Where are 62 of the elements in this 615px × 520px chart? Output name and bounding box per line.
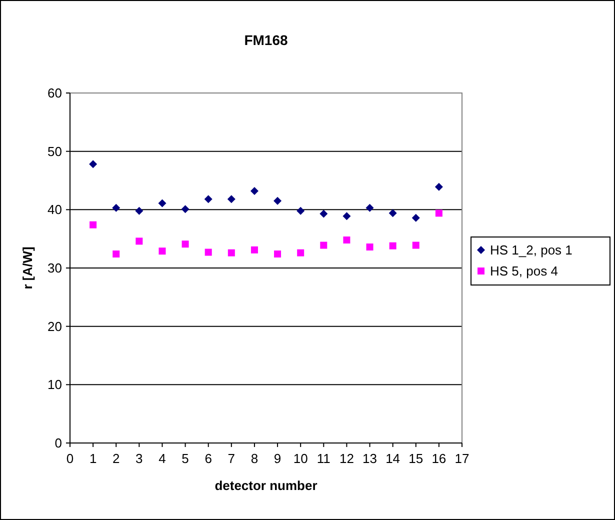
x-tick-label: 11 (316, 451, 330, 466)
legend-label: HS 5, pos 4 (490, 264, 558, 279)
point (204, 195, 212, 204)
point (435, 210, 442, 217)
y-tick-label: 60 (48, 86, 62, 101)
x-axis-title: detector number (214, 478, 318, 493)
x-tick-label: 2 (112, 451, 120, 466)
point (412, 214, 420, 222)
point (274, 250, 282, 258)
x-tick-label: 5 (182, 451, 189, 466)
x-tick-label: 16 (432, 451, 446, 466)
point (136, 238, 143, 245)
point (366, 204, 374, 212)
x-tick-label: 1 (89, 451, 97, 466)
point (227, 195, 236, 204)
point (297, 249, 304, 256)
point (228, 249, 235, 256)
point (250, 187, 258, 195)
point (434, 182, 443, 191)
x-tick-label: 13 (362, 451, 377, 466)
point (158, 199, 166, 208)
point (412, 242, 420, 249)
point (389, 242, 396, 250)
x-tick-label: 4 (158, 451, 166, 466)
x-tick-label: 8 (250, 451, 258, 466)
legend-label: HS 1_2, pos 1 (490, 242, 572, 258)
point (112, 204, 120, 212)
y-tick-label: 20 (48, 318, 62, 334)
x-tick-label: 7 (228, 451, 236, 466)
x-tick-label: 3 (136, 451, 143, 466)
point (366, 244, 374, 250)
point (181, 205, 190, 214)
x-tick-label: 15 (408, 451, 424, 466)
point (342, 212, 351, 220)
point (89, 160, 98, 168)
y-tick-label: 50 (48, 144, 62, 159)
x-tick-label: 6 (204, 451, 212, 466)
y-tick-label: 0 (54, 436, 62, 451)
x-tick-label: 10 (293, 451, 308, 466)
point (320, 242, 328, 249)
x-tick-label: 17 (454, 451, 470, 466)
point (112, 250, 120, 258)
chart-title: FM168 (244, 32, 288, 48)
point (90, 221, 97, 228)
point (182, 240, 189, 248)
x-tick-label: 9 (274, 451, 282, 466)
y-tick-label: 10 (48, 377, 62, 392)
point (158, 248, 166, 255)
point (388, 209, 397, 218)
x-tick-label: 12 (339, 451, 354, 466)
y-axis-title: r [A/W] (20, 246, 35, 290)
x-tick-label: 14 (386, 451, 400, 466)
x-tick-label: 0 (66, 451, 74, 466)
y-tick-label: 30 (48, 260, 62, 276)
point (135, 206, 144, 215)
point (343, 236, 350, 244)
point (274, 196, 282, 205)
point (320, 210, 328, 218)
point (296, 206, 305, 215)
y-tick-label: 40 (48, 202, 62, 218)
point (250, 246, 258, 254)
point (204, 248, 212, 256)
